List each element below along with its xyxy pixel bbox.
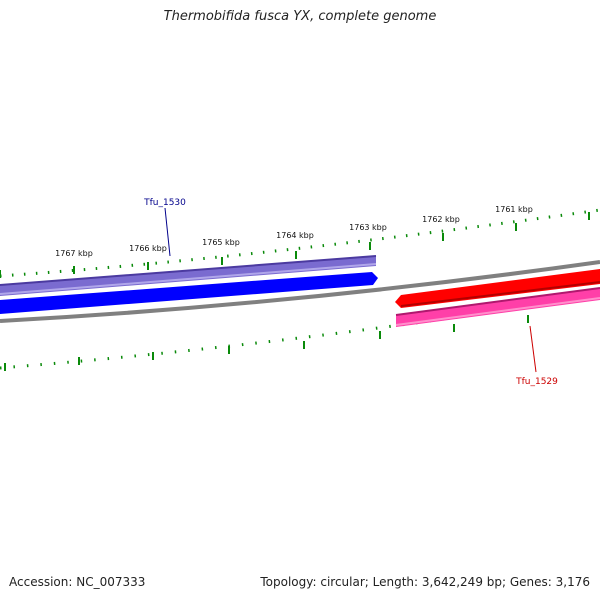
kbp-label: 1765 kbp: [202, 238, 240, 247]
cds-tfu-1529: [395, 269, 600, 308]
kbp-label: 1761 kbp: [495, 205, 533, 214]
genome-backbone: [0, 260, 600, 323]
kbp-label: 1763 kbp: [349, 223, 387, 232]
gene-tfu-1530-highlight: [0, 263, 377, 295]
kbp-label: 1767 kbp: [55, 249, 93, 258]
gene-tfu-1529-highlight: [395, 297, 600, 326]
gene-tfu-1530-border: [0, 255, 377, 286]
gene-label-tfu-1529: Tfu_1529: [515, 377, 558, 387]
tfu-1530-leader: [164, 207, 171, 257]
upper-minor-ticks: [0, 208, 600, 278]
upper-major-ticks: [0, 212, 590, 278]
gene-tfu-1529-border: [395, 287, 600, 316]
upper-tick-ruler: 1767 kbp 1766 kbp 1765 kbp 1764 kbp 1763…: [0, 205, 600, 278]
cds-tfu-1529-shade: [400, 281, 600, 307]
kbp-label: 1766 kbp: [129, 244, 167, 253]
gene-label-tfu-1530: Tfu_1530: [143, 198, 186, 208]
cds-tfu-1530: [0, 272, 378, 314]
kbp-label: 1764 kbp: [276, 231, 314, 240]
kbp-label: 1762 kbp: [422, 215, 460, 224]
lower-major-ticks: [4, 315, 529, 371]
tfu-1529-leader: [529, 325, 537, 373]
map-title: Thermobifida fusca YX, complete genome: [163, 9, 437, 24]
lower-tick-ruler: [0, 293, 600, 371]
genome-summary-text: Topology: circular; Length: 3,642,249 bp…: [260, 575, 590, 589]
accession-text: Accession: NC_007333: [9, 575, 146, 589]
